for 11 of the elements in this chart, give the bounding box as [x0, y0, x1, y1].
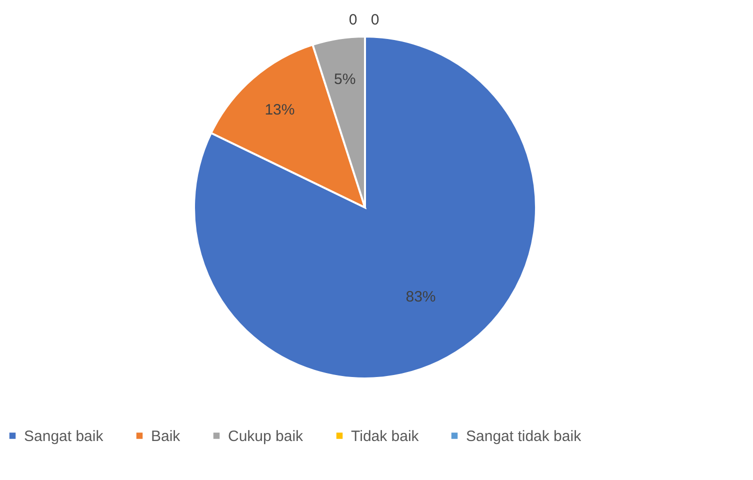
text: 0: [348, 12, 358, 28]
data-label: 5%: [334, 71, 356, 88]
legend-label: Sangat baik: [24, 428, 104, 445]
legend-label: Cukup baik: [228, 428, 304, 445]
legend-label: Tidak baik: [351, 428, 420, 445]
text: 0: [370, 12, 380, 28]
data-label: 13%: [264, 101, 295, 118]
legend-label: Sangat tidak baik: [466, 428, 582, 445]
pie-slice: [193, 36, 537, 380]
data-label: 83%: [406, 288, 436, 306]
legend-label: Baik: [151, 428, 181, 445]
